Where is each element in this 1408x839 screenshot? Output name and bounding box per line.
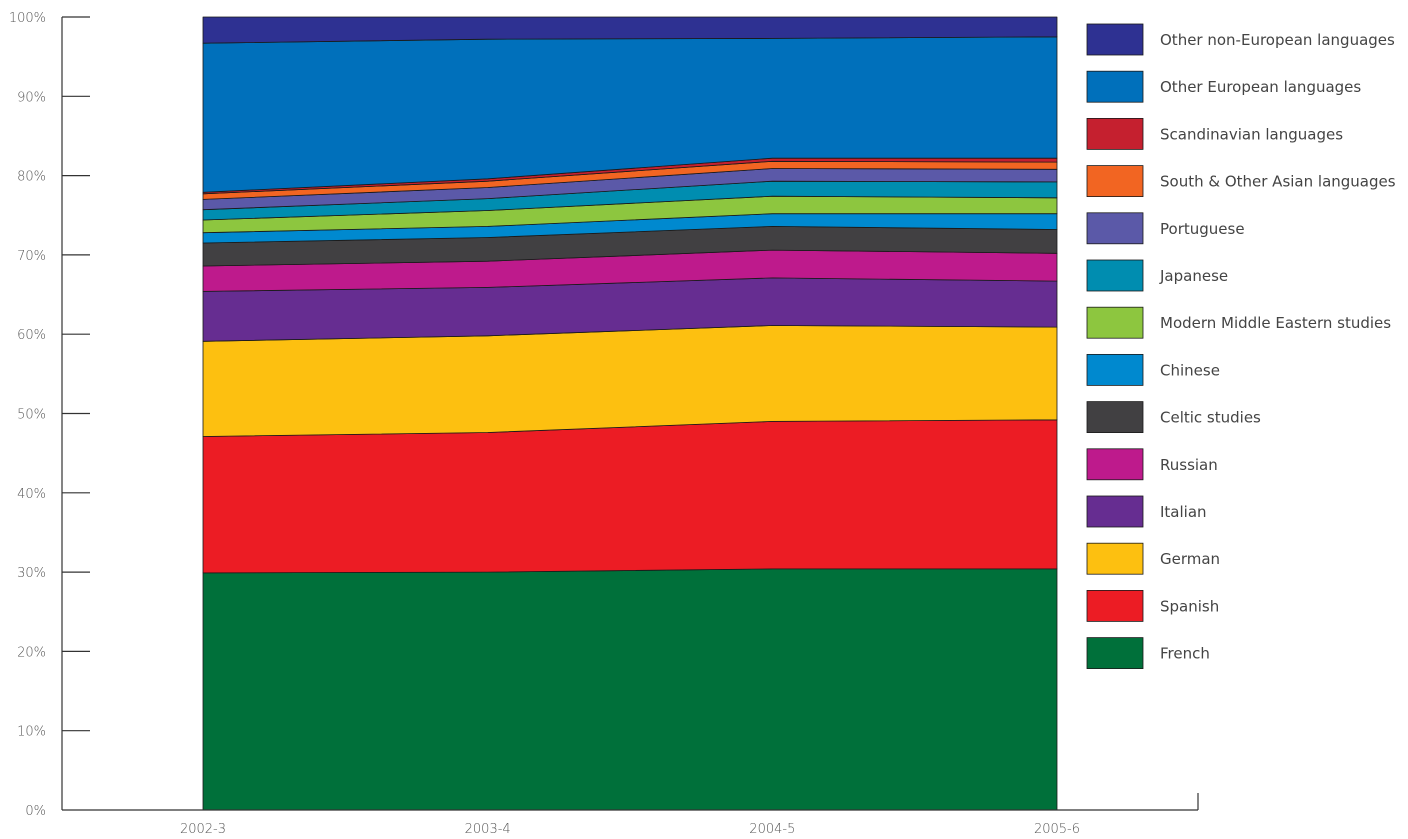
legend-swatch bbox=[1086, 306, 1144, 339]
legend-item: Celtic studies bbox=[1086, 401, 1261, 434]
legend-swatch bbox=[1086, 542, 1144, 575]
legend-swatch bbox=[1086, 212, 1144, 245]
legend-label: Russian bbox=[1160, 456, 1218, 474]
legend-item: Italian bbox=[1086, 495, 1207, 528]
y-tick-label: 90% bbox=[17, 90, 46, 105]
area-german bbox=[202, 325, 1058, 437]
legend-item: Spanish bbox=[1086, 590, 1219, 622]
area-french bbox=[202, 568, 1058, 811]
legend-label: Spanish bbox=[1160, 597, 1219, 615]
y-tick-label: 100% bbox=[9, 11, 46, 26]
y-tick-label: 0% bbox=[25, 804, 46, 819]
x-tick-label: 2005-6 bbox=[1034, 822, 1080, 837]
legend-item: French bbox=[1086, 637, 1210, 669]
legend: Other non-European languages Other Europe… bbox=[1086, 23, 1396, 669]
y-tick-label: 50% bbox=[17, 408, 46, 423]
legend-label: French bbox=[1160, 645, 1210, 663]
area-layer bbox=[202, 16, 1058, 811]
legend-label: Other European languages bbox=[1160, 78, 1361, 96]
legend-item: Russian bbox=[1086, 448, 1218, 481]
area-spanish bbox=[202, 419, 1058, 574]
x-tick-label: 2003-4 bbox=[465, 822, 511, 837]
legend-item: Scandinavian languages bbox=[1086, 118, 1343, 150]
legend-item: Japanese bbox=[1086, 259, 1228, 292]
legend-label: Scandinavian languages bbox=[1160, 125, 1343, 143]
legend-swatch bbox=[1086, 401, 1144, 434]
area-other-non-european-languages bbox=[202, 16, 1058, 44]
legend-label: Chinese bbox=[1160, 361, 1220, 379]
legend-item: Portuguese bbox=[1086, 212, 1245, 245]
legend-item: Other non-European languages bbox=[1086, 23, 1395, 56]
legend-swatch bbox=[1086, 165, 1144, 198]
legend-label: South & Other Asian languages bbox=[1160, 173, 1396, 191]
y-tick-label: 80% bbox=[17, 170, 46, 185]
y-tick-label: 40% bbox=[17, 487, 46, 502]
x-tick-label: 2004-5 bbox=[749, 822, 795, 837]
axes: 0% 10% 20% 30% 40% 50% 60% 70% 80% 90% 100% 2002-3 2… bbox=[9, 11, 1199, 837]
legend-swatch bbox=[1086, 70, 1144, 103]
legend-swatch bbox=[1086, 590, 1144, 622]
legend-label: Modern Middle Eastern studies bbox=[1160, 314, 1391, 332]
legend-swatch bbox=[1086, 637, 1144, 669]
legend-label: Portuguese bbox=[1160, 220, 1245, 238]
legend-swatch bbox=[1086, 259, 1144, 292]
y-tick-label: 10% bbox=[17, 725, 46, 740]
legend-swatch bbox=[1086, 353, 1144, 386]
legend-label: Other non-European languages bbox=[1160, 31, 1395, 49]
legend-swatch bbox=[1086, 118, 1144, 150]
legend-item: South & Other Asian languages bbox=[1086, 165, 1396, 198]
legend-label: Italian bbox=[1160, 503, 1207, 521]
legend-item: German bbox=[1086, 542, 1220, 575]
legend-swatch bbox=[1086, 495, 1144, 528]
legend-item: Other European languages bbox=[1086, 70, 1361, 103]
x-tick-label: 2002-3 bbox=[180, 822, 226, 837]
legend-swatch bbox=[1086, 23, 1144, 56]
y-tick-label: 70% bbox=[17, 249, 46, 264]
y-tick-label: 30% bbox=[17, 566, 46, 581]
y-tick-label: 60% bbox=[17, 328, 46, 343]
legend-label: Japanese bbox=[1159, 267, 1228, 285]
y-tick-label: 20% bbox=[17, 645, 46, 660]
legend-label: Celtic studies bbox=[1160, 409, 1261, 427]
legend-item: Chinese bbox=[1086, 353, 1220, 386]
legend-label: German bbox=[1160, 550, 1220, 568]
legend-swatch bbox=[1086, 448, 1144, 481]
legend-item: Modern Middle Eastern studies bbox=[1086, 306, 1391, 339]
